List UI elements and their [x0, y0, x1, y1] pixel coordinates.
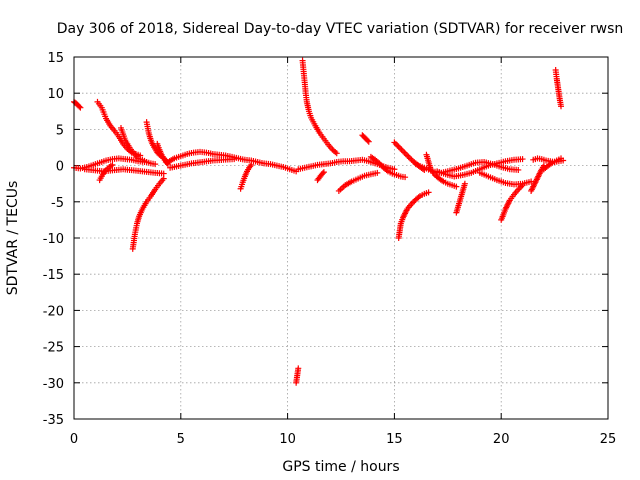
axes: 15 10 5 0 -5 -10 -15 -20 -25 -30 -35 0 5 10 15 20 25 — [43, 51, 617, 447]
data-point — [528, 178, 535, 185]
y-tick-label: -10 — [43, 232, 64, 247]
data-point — [320, 169, 327, 176]
data-point — [399, 148, 406, 155]
x-tick-label: 15 — [386, 432, 403, 447]
x-tick-label: 0 — [70, 432, 78, 447]
y-tick-label: 0 — [56, 160, 64, 175]
data-point — [402, 151, 409, 158]
series-arc-26 — [476, 169, 535, 188]
series-arc-31 — [552, 67, 565, 110]
data-point — [516, 185, 523, 192]
x-tick-label: 20 — [493, 432, 510, 447]
data-point — [319, 170, 326, 177]
data-point — [333, 150, 340, 157]
data-point — [395, 143, 402, 150]
data-point — [160, 170, 167, 177]
series-arc-24 — [434, 156, 526, 180]
data-point — [394, 142, 401, 149]
data-point — [231, 156, 238, 163]
data-point — [365, 138, 372, 145]
series-arc-05 — [96, 161, 116, 184]
data-point — [391, 166, 398, 173]
series-arc-30 — [540, 155, 565, 173]
y-tick-label: -30 — [43, 377, 64, 392]
x-tick-label: 10 — [279, 432, 296, 447]
y-tick-label: -5 — [51, 196, 64, 211]
series-arc-18 — [359, 132, 372, 145]
data-point — [248, 161, 255, 168]
data-point — [409, 199, 416, 206]
series-arc-06 — [117, 124, 159, 168]
y-tick-label: 15 — [47, 51, 64, 66]
y-tick-label: -20 — [43, 304, 64, 319]
series-arc-01 — [71, 98, 84, 111]
series-arc-21 — [395, 189, 432, 241]
data-point — [152, 161, 159, 168]
data-point — [519, 182, 526, 189]
grid-lines — [74, 57, 608, 419]
series-arc-04 — [94, 98, 144, 159]
series-arc-03 — [81, 166, 167, 177]
data-point — [160, 175, 167, 182]
data-point — [76, 103, 83, 110]
data-point — [295, 365, 302, 372]
y-tick-label: 5 — [56, 123, 64, 138]
series-arc-07 — [129, 175, 167, 252]
data-point — [461, 180, 468, 187]
data-point — [77, 104, 84, 111]
series-arc-13 — [293, 365, 302, 386]
data-point — [109, 161, 116, 168]
data-point — [425, 189, 432, 196]
data-point — [397, 145, 404, 152]
data-point — [401, 149, 408, 156]
data-point — [391, 139, 398, 146]
series-arc-27 — [498, 182, 526, 223]
series-arc-11 — [167, 156, 238, 171]
chart-title: Day 306 of 2018, Sidereal Day-to-day VTE… — [57, 21, 624, 37]
data-point — [398, 146, 405, 153]
data-point — [515, 166, 522, 173]
series-arc-14 — [299, 57, 340, 157]
y-tick-label: -25 — [43, 341, 64, 356]
series-arc-22 — [423, 151, 460, 190]
data-point — [405, 153, 412, 160]
data-point — [404, 152, 411, 159]
data-point — [558, 155, 565, 162]
series-arc-16 — [314, 169, 327, 184]
y-axis-title: SDTVAR / TECUs — [5, 181, 21, 296]
plot-frame — [73, 56, 609, 420]
data-point — [558, 103, 565, 110]
data-point — [453, 183, 460, 190]
x-tick-label: 25 — [600, 432, 617, 447]
series-arc-28 — [528, 162, 547, 194]
y-tick-label: 10 — [47, 87, 64, 102]
series-arc-10 — [164, 148, 300, 175]
series-arc-19 — [367, 153, 409, 181]
series-arc-12 — [237, 161, 255, 192]
data-point — [402, 174, 409, 181]
y-tick-label: -35 — [43, 413, 64, 428]
data-point — [374, 169, 381, 176]
series-arc-17 — [335, 169, 381, 194]
series-arc-25 — [453, 180, 468, 216]
data-point — [392, 140, 399, 147]
data-points — [71, 57, 567, 386]
x-axis-title: GPS time / hours — [282, 459, 399, 475]
data-point — [364, 137, 371, 144]
data-point — [519, 156, 526, 163]
x-tick-label: 5 — [177, 432, 185, 447]
y-tick-label: -15 — [43, 268, 64, 283]
